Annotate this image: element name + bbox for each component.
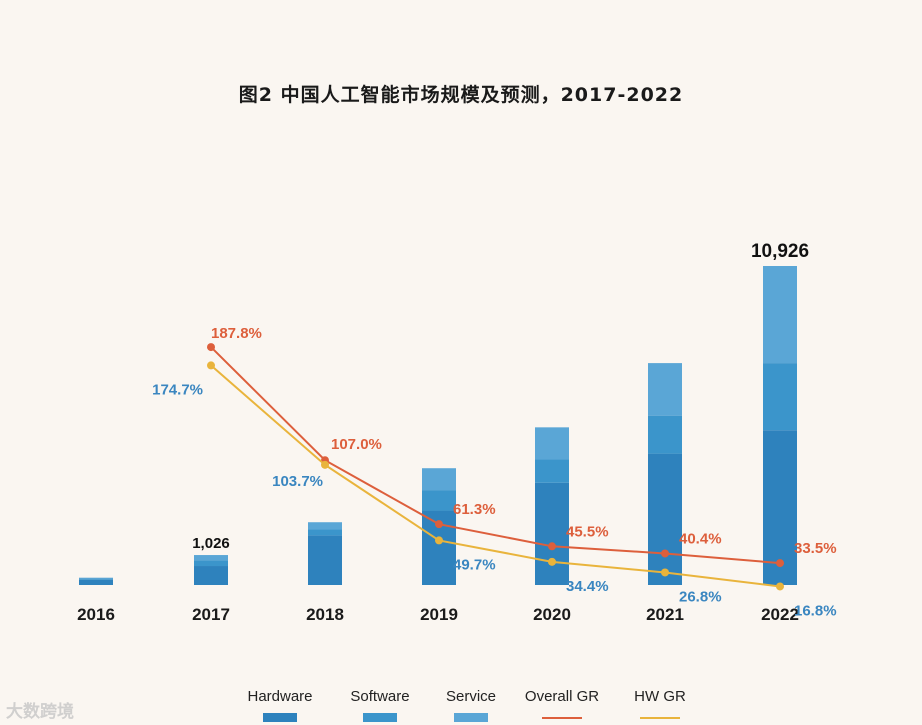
bar-hardware-2020 (535, 482, 569, 585)
watermark-logo: 大数跨境 (6, 702, 74, 722)
bar-service-2016 (79, 577, 113, 579)
x-tick-label-2022: 2022 (761, 605, 799, 624)
bar-service-2021 (648, 363, 682, 416)
data-label-overall-gr-2017: 187.8% (211, 325, 262, 342)
point-overall-gr-2019 (435, 520, 443, 529)
point-hw-gr-2018 (321, 460, 329, 469)
point-hw-gr-2022 (776, 582, 784, 591)
bar-software-2020 (535, 459, 569, 483)
legend-swatch-service (454, 713, 488, 722)
legend-item-service: Service (431, 688, 511, 722)
data-label-hw-gr-2021: 26.8% (679, 588, 722, 605)
bar-service-2019 (422, 468, 456, 491)
legend-swatch-hw-gr (640, 717, 680, 719)
chart-title: 图2 中国人工智能市场规模及预测，2017-2022 (238, 84, 684, 106)
point-overall-gr-2022 (776, 559, 784, 568)
bar-software-2022 (763, 363, 797, 431)
point-hw-gr-2017 (207, 361, 215, 370)
chart-plot: 2016 2017 2018 2019 2020 2021 2022 1,026 10,926 1… (77, 241, 837, 624)
bar-hardware-2017 (194, 566, 228, 585)
legend-item-software: Software (340, 688, 420, 722)
legend-swatch-hardware (263, 713, 297, 722)
bar-software-2019 (422, 490, 456, 511)
point-hw-gr-2021 (661, 568, 669, 577)
data-label-overall-gr-2019: 61.3% (453, 501, 496, 518)
bar-software-2018 (308, 529, 342, 536)
legend-label-overall-gr: Overall GR (524, 688, 600, 705)
x-tick-label-2016: 2016 (77, 605, 115, 624)
x-tick-label-2018: 2018 (306, 605, 344, 624)
line-hw-gr (210, 364, 781, 588)
legend-label-hardware: Hardware (247, 688, 313, 705)
x-tick-label-2017: 2017 (192, 605, 230, 624)
x-tick-label-2021: 2021 (646, 605, 684, 624)
point-overall-gr-2021 (661, 549, 669, 558)
x-tick-label-2020: 2020 (533, 605, 571, 624)
legend-label-hw-gr: HW GR (634, 688, 686, 705)
bar-hardware-2018 (308, 535, 342, 585)
legend-item-hardware: Hardware (240, 688, 320, 722)
point-hw-gr-2019 (435, 536, 443, 545)
legend-swatch-software (363, 713, 397, 722)
legend: Hardware Software Service Overall GR HW … (0, 688, 922, 722)
bar-service-2022 (763, 266, 797, 364)
legend-label-software: Software (350, 688, 410, 705)
bar-service-2017 (194, 555, 228, 561)
bar-service-2018 (308, 522, 342, 530)
legend-label-service: Service (445, 688, 497, 705)
point-overall-gr-2020 (548, 542, 556, 551)
bar-service-2020 (535, 427, 569, 460)
bar-software-2016 (79, 578, 113, 580)
data-label-overall-gr-2021: 40.4% (679, 530, 722, 547)
total-label-2022: 10,926 (751, 241, 809, 262)
data-label-overall-gr-2022: 33.5% (794, 540, 837, 557)
data-label-hw-gr-2017: 174.7% (152, 381, 203, 398)
bar-software-2021 (648, 415, 682, 454)
bar-hardware-2021 (648, 453, 682, 585)
data-label-hw-gr-2019: 49.7% (453, 556, 496, 573)
legend-item-overall-gr: Overall GR (517, 688, 607, 719)
bar-hardware-2016 (79, 579, 113, 585)
data-label-hw-gr-2022: 16.8% (794, 602, 837, 619)
legend-item-hw-gr: HW GR (620, 688, 700, 719)
data-label-overall-gr-2018: 107.0% (331, 436, 382, 453)
data-label-hw-gr-2020: 34.4% (566, 578, 609, 595)
x-tick-label-2019: 2019 (420, 605, 458, 624)
point-overall-gr-2017 (207, 343, 215, 352)
bar-software-2017 (194, 560, 228, 567)
point-hw-gr-2020 (548, 557, 556, 566)
data-label-overall-gr-2020: 45.5% (566, 523, 609, 540)
data-label-hw-gr-2018: 103.7% (272, 473, 323, 490)
total-label-2017: 1,026 (192, 535, 230, 552)
legend-swatch-overall-gr (542, 717, 582, 719)
line-overall-gr (210, 346, 781, 565)
